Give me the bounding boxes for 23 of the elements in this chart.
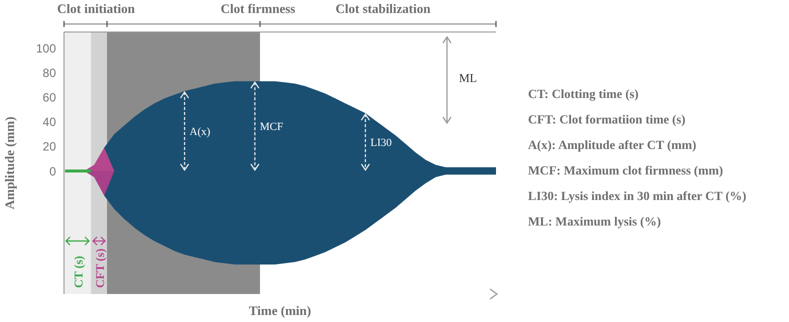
- annotation: A(x): [190, 126, 211, 138]
- y-tick-label: 100: [36, 41, 56, 56]
- y-tick-label: 80: [42, 66, 56, 80]
- y-tick-label: 60: [42, 90, 56, 104]
- annotation: CT (s): [72, 256, 86, 288]
- text: LI30: Lysis index in 30 min after CT (%): [528, 189, 746, 203]
- annotation: MCF: [260, 121, 284, 134]
- x-axis-title: Time (min): [248, 303, 312, 318]
- text: MCF: Maximum clot firmness (mm): [528, 164, 724, 178]
- text: A(x): Amplitude after CT (mm): [528, 138, 696, 152]
- y-axis-title: Amplitude (mm): [2, 116, 17, 210]
- text: Clot firmness: [220, 1, 296, 16]
- y-tick-label: 20: [42, 140, 56, 154]
- text: ML: Maximum lysis (%): [528, 214, 661, 228]
- text: Clot initiation: [57, 1, 136, 16]
- y-tick-label: 0: [49, 164, 56, 178]
- y-tick-label: 40: [42, 115, 56, 130]
- annotation: CFT (s): [93, 248, 107, 288]
- annotation: LI30: [370, 137, 392, 150]
- text: Clot stabilization: [336, 1, 432, 16]
- annotation: ML: [459, 71, 477, 85]
- text: CFT: Clot formatiion time (s): [528, 112, 686, 126]
- text: CT: Clotting time (s): [528, 87, 639, 101]
